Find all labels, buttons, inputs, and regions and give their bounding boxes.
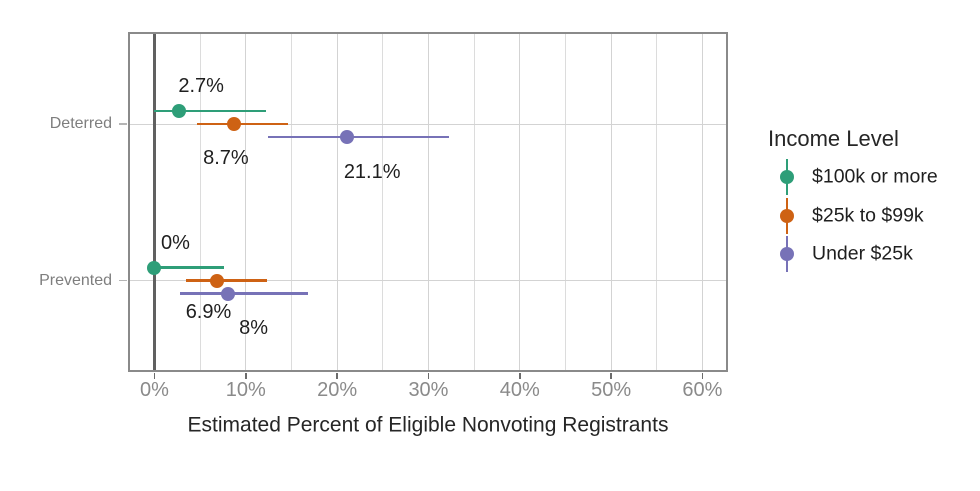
legend-key-line	[785, 197, 789, 234]
x-tick-label: 40%	[499, 378, 540, 401]
y-tick-mark	[119, 123, 127, 125]
legend-item-label: Under $25k	[812, 242, 913, 265]
y-tick-mark	[119, 279, 127, 282]
gridline-y-category	[128, 123, 728, 125]
gridline-x-minor	[382, 32, 384, 372]
y-tick-label: Deterred	[49, 115, 112, 132]
point-dot	[226, 117, 241, 131]
x-tick-mark	[153, 373, 156, 379]
gridline-x-major	[701, 32, 703, 372]
point-dot	[220, 286, 235, 301]
point-dot	[147, 260, 162, 275]
x-tick-mark	[427, 373, 430, 379]
x-tick-label: 0%	[140, 378, 169, 401]
ci-line	[185, 279, 267, 282]
x-tick-label: 30%	[408, 378, 449, 401]
point-dot	[210, 273, 225, 288]
gridline-x-minor	[564, 32, 566, 372]
gridline-x-major	[245, 32, 247, 372]
gridline-y-category	[128, 280, 728, 281]
legend-title: Income Level	[768, 126, 899, 151]
x-tick-label: 10%	[225, 378, 266, 401]
x-tick-label: 50%	[591, 378, 632, 401]
legend-key-line	[785, 159, 789, 195]
legend-key-line	[785, 236, 789, 272]
x-tick-mark	[519, 373, 521, 379]
gridline-x-minor	[473, 32, 475, 372]
y-tick-label: Prevented	[39, 271, 112, 289]
data-label: 8%	[239, 316, 268, 339]
gridline-x-major	[610, 32, 612, 372]
legend-item-label: $25k to $99k	[812, 203, 924, 226]
x-tick-label: 60%	[682, 378, 723, 401]
gridline-x-minor	[199, 32, 201, 372]
gridline-x-minor	[656, 32, 658, 372]
data-label: 21.1%	[343, 161, 401, 183]
legend-key-dot	[780, 170, 794, 184]
x-tick-mark	[336, 373, 338, 379]
ci-line	[197, 122, 288, 126]
ci-line	[154, 109, 266, 113]
legend-key-dot	[780, 208, 794, 223]
data-label: 0%	[161, 231, 190, 254]
x-tick-mark	[610, 373, 612, 379]
data-label: 6.9%	[185, 300, 232, 323]
ci-line	[267, 135, 449, 139]
point-dot	[340, 130, 355, 144]
legend-key-dot	[780, 247, 794, 261]
ci-line	[154, 266, 224, 269]
gridline-x-major	[427, 32, 429, 372]
gridline-x-major	[336, 32, 338, 372]
x-tick-mark	[701, 373, 704, 379]
data-label: 8.7%	[203, 147, 249, 169]
gridline-x-major	[519, 32, 521, 372]
gridline-x-minor	[290, 32, 292, 372]
x-tick-mark	[245, 373, 247, 379]
x-axis-title: Estimated Percent of Eligible Nonvoting …	[187, 413, 669, 437]
legend-item-label: $100k or more	[812, 165, 938, 188]
x-tick-label: 20%	[317, 378, 358, 401]
ci-line	[180, 292, 308, 295]
point-dot	[172, 104, 187, 118]
data-label: 2.7%	[178, 75, 224, 97]
zero-reference-line	[153, 32, 156, 372]
